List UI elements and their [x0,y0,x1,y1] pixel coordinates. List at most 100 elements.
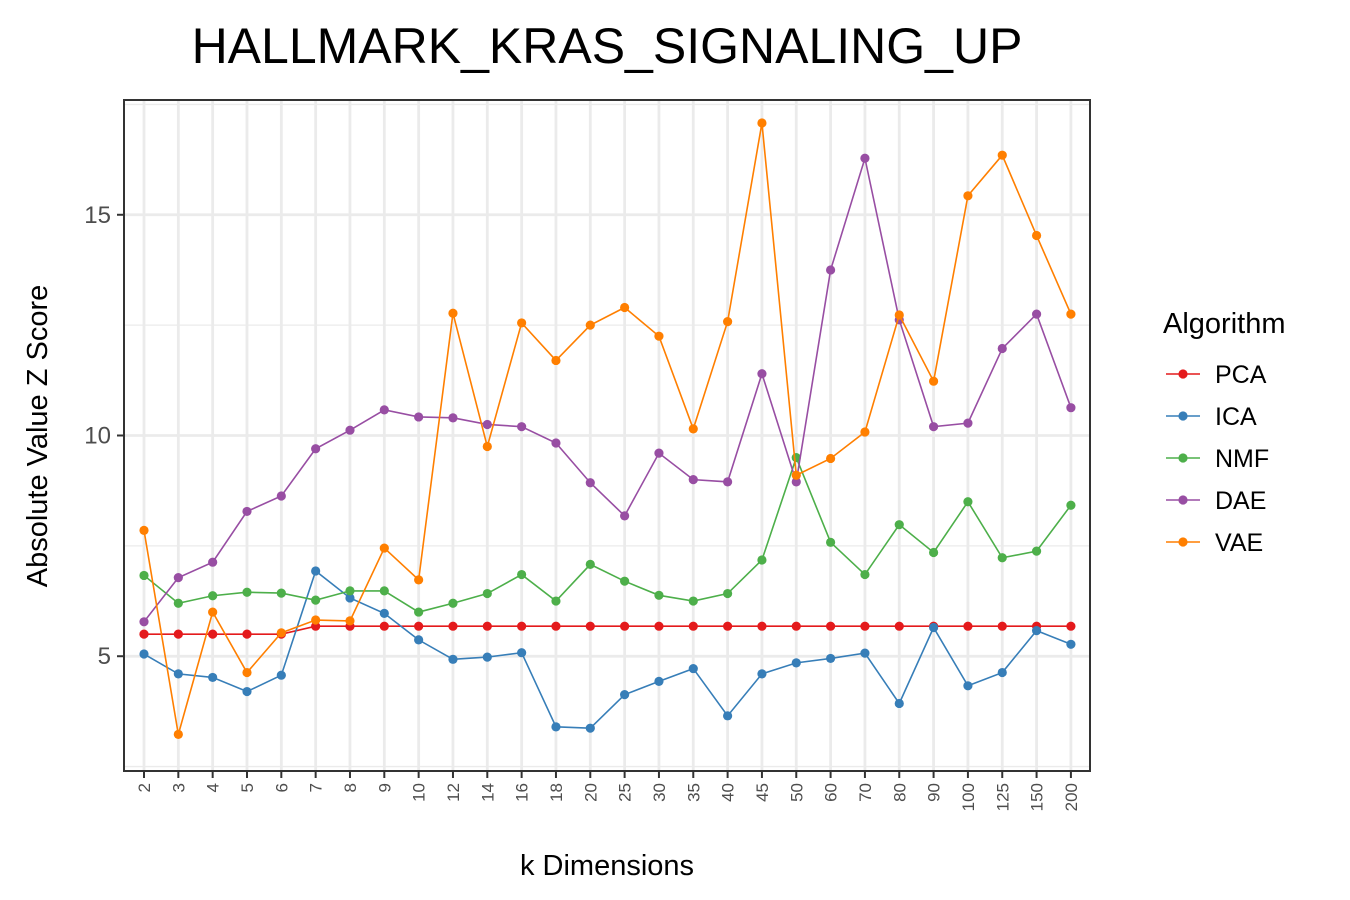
data-point-nmf [585,559,595,570]
x-tick-label: 20 [581,783,600,802]
x-tick-label: 30 [650,783,669,802]
x-tick-label: 125 [993,783,1012,811]
data-point-ica [723,711,733,721]
data-point-dae [723,477,733,487]
data-point-vae [654,331,664,341]
data-point-vae [379,543,389,553]
data-point-pca [997,621,1007,631]
data-point-vae [585,320,595,330]
data-point-nmf [379,586,389,596]
legend-title: Algorithm [1163,308,1286,340]
data-point-dae [311,444,321,454]
legend-key-point [1178,495,1188,505]
data-point-vae [208,607,218,617]
x-tick-label: 16 [513,783,532,802]
data-point-dae [1066,403,1076,413]
data-point-pca [414,621,424,631]
data-point-ica [414,635,424,645]
data-point-vae [276,628,286,638]
data-point-pca [173,629,183,639]
data-point-vae [345,616,355,626]
data-point-pca [1066,621,1076,631]
legend-label-vae: VAE [1215,529,1263,557]
data-point-ica [311,566,321,576]
data-point-nmf [1066,500,1076,510]
legend-key-point [1178,411,1188,421]
data-point-vae [928,376,939,386]
data-point-pca [860,621,870,631]
data-point-nmf [757,555,767,565]
data-point-pca [379,621,389,631]
data-point-vae [1066,309,1076,319]
data-point-ica [379,608,389,619]
data-point-dae [928,422,939,432]
data-point-vae [482,441,492,452]
data-point-dae [688,475,698,485]
data-point-nmf [345,586,355,596]
data-point-nmf [173,598,183,608]
data-point-ica [276,670,286,680]
data-point-dae [276,491,286,501]
data-point-nmf [517,569,527,580]
data-point-nmf [276,588,286,598]
data-point-vae [551,355,561,366]
legend-key-point [1178,453,1188,463]
data-point-vae [826,453,836,464]
data-point-pca [242,629,252,639]
data-point-ica [791,658,801,668]
data-point-vae [791,470,801,480]
data-point-nmf [928,547,939,558]
data-point-pca [551,621,561,631]
data-point-dae [826,265,836,275]
data-point-pca [448,621,458,631]
data-point-ica [1031,626,1042,636]
data-point-ica [963,681,973,691]
data-point-nmf [1031,546,1042,556]
data-point-nmf [551,596,561,606]
data-point-dae [551,438,561,448]
data-point-nmf [963,497,973,507]
x-tick-label: 10 [410,783,429,802]
data-point-nmf [311,595,321,605]
data-point-pca [688,621,698,631]
x-tick-label: 90 [925,783,944,802]
data-point-nmf [826,537,836,547]
data-point-dae [139,617,149,627]
data-point-nmf [139,570,149,581]
data-point-ica [894,698,904,709]
data-point-dae [791,477,801,487]
data-point-vae [757,118,767,128]
x-tick-label: 7 [307,783,326,792]
data-point-nmf [688,596,698,606]
data-point-ica [826,653,836,664]
x-tick-label: 50 [787,783,806,802]
x-tick-label: 200 [1062,783,1081,811]
data-point-ica [688,663,698,674]
data-point-pca [826,621,836,631]
data-point-ica [173,669,183,679]
data-point-ica [997,667,1007,678]
data-point-pca [139,629,149,639]
data-point-nmf [997,553,1007,563]
series-line-pca [144,625,1071,635]
data-point-vae [242,667,252,678]
data-point-dae [585,478,595,488]
data-point-dae [242,506,252,517]
x-tick-label: 12 [444,783,463,802]
x-tick-label: 4 [204,783,223,792]
y-tick-label: 15 [84,202,111,229]
data-point-dae [963,418,973,428]
data-point-vae [688,424,698,434]
data-point-ica [757,669,767,679]
x-tick-label: 3 [169,783,188,792]
legend-label-dae: DAE [1215,487,1266,515]
data-point-pca [757,621,767,631]
data-point-ica [654,676,664,686]
y-axis-title: Absolute Value Z Score [22,285,54,588]
data-point-nmf [482,588,492,599]
data-point-ica [1066,639,1076,649]
data-point-dae [1031,309,1042,319]
data-point-dae [757,369,767,379]
